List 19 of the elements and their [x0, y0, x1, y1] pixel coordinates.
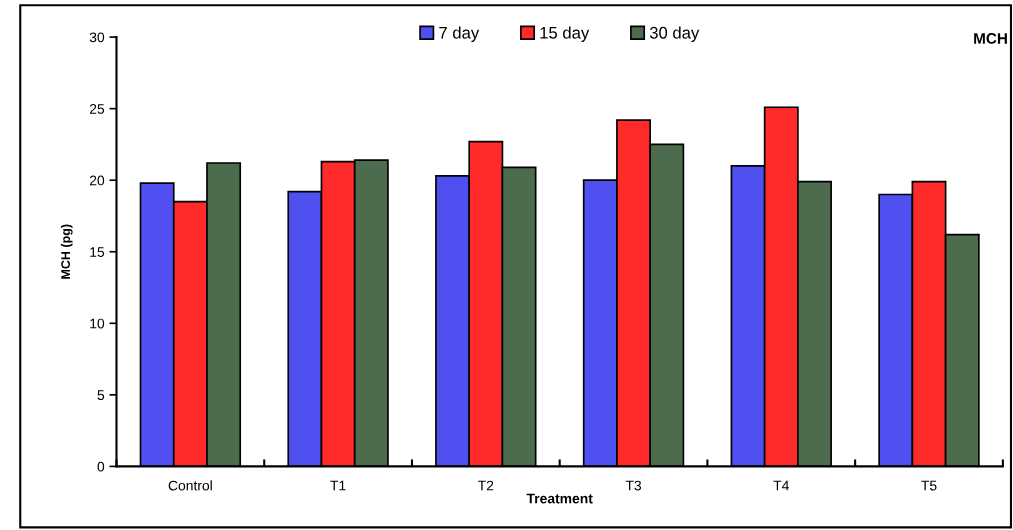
legend-label: 7 day [439, 26, 480, 42]
x-tick-label: T2 [478, 480, 494, 491]
x-tick-label: T1 [330, 480, 346, 491]
legend-label: 15 day [540, 26, 590, 42]
y-tick-label: 30 [89, 32, 105, 43]
y-tick-label: 5 [97, 390, 105, 401]
legend-label: 30 day [649, 26, 700, 42]
y-tick-label: 10 [90, 318, 105, 329]
x-tick-label: T4 [773, 480, 789, 491]
chart-title: MCH [974, 33, 1007, 44]
y-axis-title: MCH (pg) [60, 224, 73, 279]
x-tick-label: T5 [921, 480, 937, 491]
y-tick-label: 20 [89, 175, 105, 186]
y-tick-label: 15 [90, 247, 105, 257]
x-tick-label: T3 [625, 480, 642, 491]
y-tick-label: 0 [97, 461, 105, 472]
x-tick-label: Control [168, 480, 212, 491]
y-tick-label: 25 [89, 103, 105, 114]
x-axis-title: Treatment [526, 493, 593, 504]
